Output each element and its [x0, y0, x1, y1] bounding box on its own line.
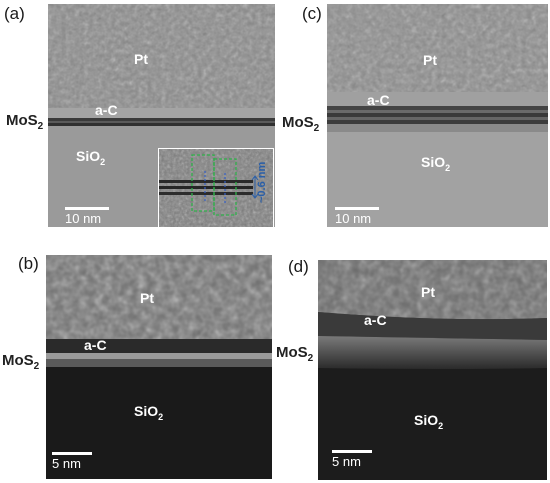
panel-b-scalebar-label: 5 nm	[52, 456, 81, 471]
panel-a-ac-label: a-C	[95, 102, 118, 118]
panel-d-ac-label: a-C	[364, 312, 387, 328]
panel-b-ac-label: a-C	[84, 337, 107, 353]
panel-a-sio2-label: SiO2	[76, 148, 106, 167]
panel-c-pt-label: Pt	[423, 52, 437, 68]
panel-b-tag: (b)	[18, 254, 39, 273]
panel-c-scalebar-label: 10 nm	[335, 211, 372, 226]
panel-b-pt-label: Pt	[140, 290, 154, 306]
panel-d-scalebar-line	[332, 450, 372, 453]
panel-a-pt-label: Pt	[134, 51, 148, 67]
panel-c-ac-label: a-C	[367, 92, 390, 108]
panel-a-inset: ~0.6 nm	[158, 148, 274, 227]
panel-c-scalebar: 10 nm	[335, 207, 395, 227]
panel-b-scalebar-line	[52, 452, 92, 455]
panel-a-mos2-label: MoS2	[6, 112, 44, 132]
panel-b-micrograph	[46, 255, 272, 479]
panel-d-sio2-label: SiO2	[414, 412, 444, 431]
panel-d-mos2-label: MoS2	[276, 344, 314, 364]
panel-d-micrograph	[318, 260, 547, 480]
panel-d-scalebar: 5 nm	[332, 450, 392, 472]
panel-a-scalebar: 10 nm	[65, 207, 125, 227]
panel-a-image: Pt a-C SiO2 10 nm	[48, 4, 275, 227]
panel-d-pt-label: Pt	[421, 284, 435, 300]
panel-a-inset-measure-label: ~0.6 nm	[256, 161, 268, 203]
panel-a-inset-image	[159, 149, 273, 227]
panel-d-image: Pt a-C SiO2 5 nm	[318, 260, 547, 480]
panel-c-mos2-label: MoS2	[282, 114, 320, 134]
panel-b-sio2-label: SiO2	[134, 403, 164, 422]
panel-c-sio2-label: SiO2	[421, 154, 451, 173]
panel-a-tag: (a)	[4, 4, 25, 23]
panel-c-micrograph	[327, 4, 548, 227]
panel-d-scalebar-label: 5 nm	[332, 454, 361, 469]
panel-b-scalebar: 5 nm	[52, 452, 112, 474]
panel-b-mos2-label: MoS2	[2, 352, 40, 372]
panel-a-scalebar-label: 10 nm	[65, 211, 102, 226]
panel-a-scalebar-line	[65, 207, 109, 210]
panel-b-image: Pt a-C SiO2 5 nm	[46, 255, 272, 479]
panel-c-image: Pt a-C SiO2 10 nm	[327, 4, 548, 227]
panel-c-tag: (c)	[302, 4, 322, 23]
panel-d-tag: (d)	[288, 257, 309, 276]
panel-a-inset-measure: ~0.6 nm	[254, 151, 272, 225]
panel-c-scalebar-line	[335, 207, 379, 210]
